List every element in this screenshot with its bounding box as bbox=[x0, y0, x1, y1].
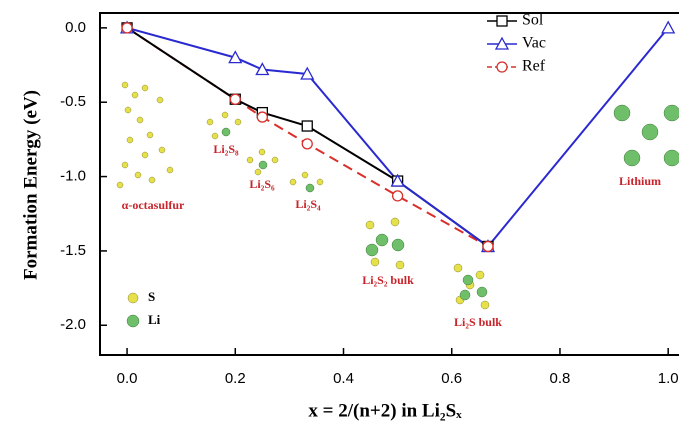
data-point bbox=[257, 112, 267, 122]
structure-label: Lithium bbox=[619, 174, 661, 188]
series-line bbox=[127, 28, 488, 247]
y-tick-label: -1.0 bbox=[60, 168, 86, 185]
x-tick-label: 1.0 bbox=[658, 370, 679, 387]
series-line bbox=[127, 28, 668, 247]
chart: x = 2/(n+2) in Li₂Sₓ Formation Energy (e… bbox=[0, 0, 679, 439]
series-line bbox=[127, 28, 488, 247]
legend-label: Sol bbox=[522, 12, 544, 29]
y-axis-title: Formation Energy (eV) bbox=[20, 90, 41, 280]
structure-label: α-octasulfur bbox=[122, 198, 185, 212]
structure-label: Li₂S bulk bbox=[454, 315, 502, 329]
data-point bbox=[302, 139, 312, 149]
data-point bbox=[393, 191, 403, 201]
structure-label: Li₂S₄ bbox=[295, 197, 321, 211]
x-tick-label: 0.4 bbox=[333, 370, 354, 387]
structure-decorations bbox=[117, 82, 679, 327]
x-tick-label: 0.0 bbox=[117, 370, 138, 387]
structure-label: Li₂S₆ bbox=[249, 177, 275, 191]
y-tick-label: -1.5 bbox=[60, 242, 86, 259]
x-axis-title: x = 2/(n+2) in Li₂Sₓ bbox=[308, 400, 462, 421]
data-point bbox=[302, 121, 312, 131]
atom-legend-label: S bbox=[148, 289, 155, 304]
legend-marker bbox=[497, 16, 507, 26]
structure-label: Li₂S₈ bbox=[213, 142, 239, 156]
x-tick-label: 0.2 bbox=[225, 370, 246, 387]
data-point bbox=[230, 94, 240, 104]
legend-label: Vac bbox=[522, 35, 546, 52]
x-tick-label: 0.8 bbox=[550, 370, 571, 387]
legend-label: Ref bbox=[522, 58, 546, 75]
x-tick-label: 0.6 bbox=[441, 370, 462, 387]
plot-frame bbox=[100, 13, 679, 355]
y-tick-label: -2.0 bbox=[60, 316, 86, 333]
y-tick-label: 0.0 bbox=[65, 19, 86, 36]
atom-legend-label: Li bbox=[148, 312, 161, 327]
data-point bbox=[662, 22, 674, 33]
data-point bbox=[122, 23, 132, 33]
data-point bbox=[483, 241, 493, 251]
legend-marker bbox=[497, 62, 507, 72]
structure-label: Li₂S₂ bulk bbox=[362, 273, 414, 287]
y-tick-label: -0.5 bbox=[60, 93, 86, 110]
